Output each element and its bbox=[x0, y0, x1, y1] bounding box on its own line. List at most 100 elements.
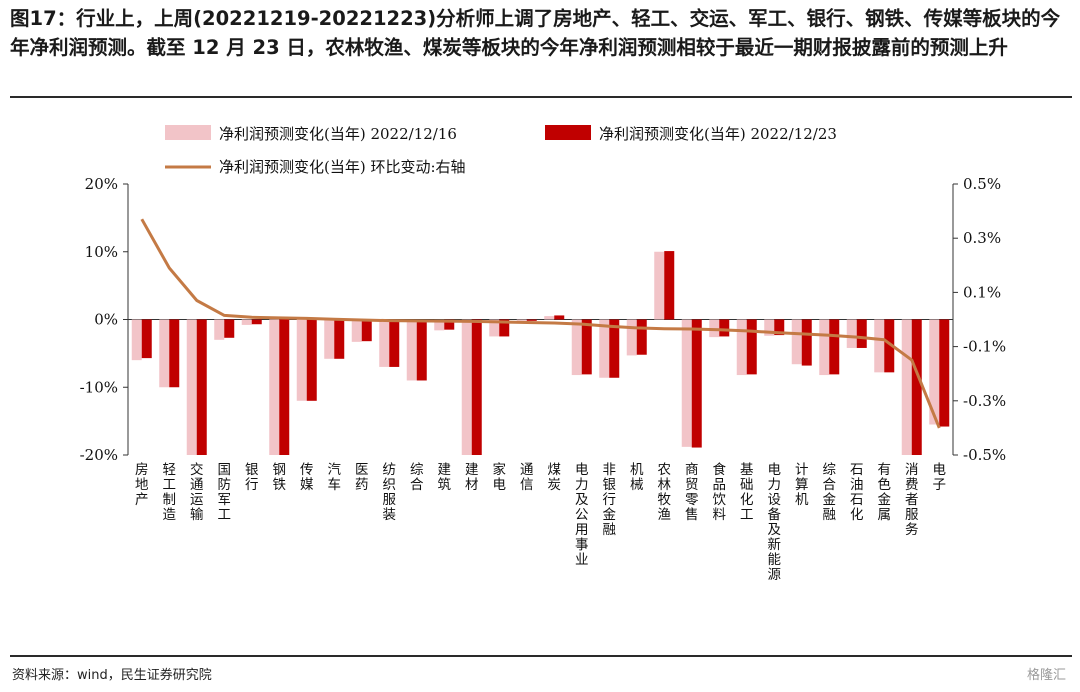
right-tick-label: -0.5% bbox=[963, 446, 1006, 464]
bar-2022-12-23 bbox=[224, 319, 235, 338]
x-tick-label: 有色金属 bbox=[878, 462, 892, 523]
left-tick-label: -20% bbox=[80, 446, 118, 464]
bar-2022-12-23 bbox=[774, 319, 785, 336]
chart-line-series bbox=[140, 218, 941, 429]
source-note: 资料来源：wind，民生证券研究院 bbox=[12, 668, 212, 683]
bar-2022-12-16 bbox=[599, 319, 610, 378]
x-tick-label: 食品饮料 bbox=[713, 461, 727, 523]
right-tick-label: 0.3% bbox=[963, 229, 1001, 247]
x-tick-label: 传媒 bbox=[300, 462, 314, 493]
x-tick-label: 通信 bbox=[520, 462, 534, 493]
x-tick-label: 消费者服务 bbox=[905, 462, 919, 538]
x-tick-label: 基础化工 bbox=[740, 461, 754, 523]
left-tick-label: -10% bbox=[80, 378, 118, 396]
bar-2022-12-16 bbox=[929, 319, 940, 425]
x-tick-label: 电力设备及新能源 bbox=[768, 462, 782, 583]
bar-2022-12-16 bbox=[461, 319, 472, 455]
bar-2022-12-16 bbox=[131, 319, 142, 361]
bar-2022-12-23 bbox=[554, 315, 565, 320]
chart-axes: 20% 10% 0% -10% -20% 0.5% 0.3% 0.1% -0.1% -0.3% -0… bbox=[80, 175, 1007, 464]
x-tick-label: 煤炭 bbox=[548, 462, 562, 493]
bar-2022-12-16 bbox=[159, 319, 170, 388]
bar-2022-12-23 bbox=[196, 319, 207, 455]
bar-2022-12-23 bbox=[526, 319, 537, 321]
bar-2022-12-23 bbox=[691, 319, 702, 448]
bar-2022-12-23 bbox=[444, 319, 455, 330]
bar-2022-12-16 bbox=[874, 319, 885, 373]
right-tick-label: 0.1% bbox=[963, 283, 1001, 301]
bar-2022-12-23 bbox=[471, 319, 482, 455]
watermark-logo: 格隆汇 bbox=[1026, 668, 1066, 683]
bar-2022-12-23 bbox=[334, 319, 345, 359]
x-tick-label: 石油石化 bbox=[850, 462, 864, 523]
x-tick-label: 轻工制造 bbox=[163, 462, 177, 523]
bar-2022-12-16 bbox=[846, 319, 857, 348]
x-tick-label: 综合金融 bbox=[823, 462, 837, 523]
legend-label-line: 净利润预测变化(当年) 环比变动:右轴 bbox=[219, 158, 466, 176]
bar-2022-12-23 bbox=[829, 319, 840, 375]
bar-2022-12-16 bbox=[654, 251, 665, 320]
bar-2022-12-16 bbox=[269, 319, 280, 455]
bar-2022-12-16 bbox=[626, 319, 637, 356]
chart-title: 图17：行业上，上周(20221219-20221223)分析师上调了房地产、轻… bbox=[10, 7, 1061, 59]
bar-2022-12-23 bbox=[389, 319, 400, 367]
bar-2022-12-16 bbox=[351, 319, 362, 342]
bar-2022-12-23 bbox=[746, 319, 757, 375]
left-tick-label: 10% bbox=[85, 243, 118, 261]
bar-2022-12-23 bbox=[939, 319, 950, 427]
bar-2022-12-16 bbox=[681, 319, 692, 447]
x-tick-label: 非银行金融 bbox=[603, 462, 617, 538]
title-divider bbox=[10, 96, 1072, 98]
bar-2022-12-16 bbox=[296, 319, 307, 401]
bar-2022-12-23 bbox=[581, 319, 592, 375]
chart-x-tick-labels: 房地产轻工制造交通运输国防军工银行钢铁传媒汽车医药纺织服装综合建筑建材家电通信煤… bbox=[135, 461, 946, 583]
bar-2022-12-16 bbox=[736, 319, 747, 376]
bar-2022-12-23 bbox=[856, 319, 867, 348]
bar-2022-12-23 bbox=[279, 319, 290, 455]
legend-label-2022-12-23: 净利润预测变化(当年) 2022/12/23 bbox=[599, 125, 837, 143]
bar-2022-12-16 bbox=[379, 319, 390, 367]
left-tick-label: 0% bbox=[94, 311, 118, 329]
x-tick-label: 银行 bbox=[245, 462, 259, 493]
line-mom-change bbox=[140, 218, 941, 429]
x-tick-label: 医药 bbox=[355, 462, 369, 493]
bar-2022-12-16 bbox=[571, 319, 582, 376]
x-tick-label: 综合 bbox=[410, 462, 424, 493]
bar-2022-12-16 bbox=[819, 319, 830, 376]
bar-2022-12-23 bbox=[361, 319, 372, 342]
bar-2022-12-16 bbox=[516, 319, 527, 321]
bar-2022-12-16 bbox=[544, 316, 555, 320]
x-tick-label: 交通运输 bbox=[190, 461, 204, 523]
bar-2022-12-16 bbox=[434, 319, 445, 331]
x-tick-label: 纺织服装 bbox=[383, 462, 397, 523]
x-tick-label: 电力及公用事业 bbox=[575, 462, 589, 568]
bar-2022-12-23 bbox=[141, 319, 152, 359]
bar-2022-12-23 bbox=[416, 319, 427, 381]
bar-2022-12-16 bbox=[324, 319, 335, 359]
x-tick-label: 机械 bbox=[630, 462, 644, 493]
bar-2022-12-16 bbox=[764, 319, 775, 336]
x-tick-label: 农林牧渔 bbox=[658, 462, 672, 523]
bar-2022-12-16 bbox=[214, 319, 225, 340]
legend-swatch-2022-12-23 bbox=[545, 125, 591, 140]
bar-2022-12-23 bbox=[884, 319, 895, 373]
bar-2022-12-23 bbox=[911, 319, 922, 455]
right-tick-label: 0.5% bbox=[963, 175, 1001, 193]
legend-label-2022-12-16: 净利润预测变化(当年) 2022/12/16 bbox=[219, 125, 457, 143]
bar-2022-12-23 bbox=[719, 319, 730, 337]
x-tick-label: 商贸零售 bbox=[685, 462, 699, 523]
x-tick-label: 电子 bbox=[933, 462, 947, 493]
bar-2022-12-23 bbox=[499, 319, 510, 337]
bar-2022-12-23 bbox=[664, 251, 675, 320]
right-tick-label: -0.3% bbox=[963, 392, 1006, 410]
x-tick-label: 建筑 bbox=[438, 462, 452, 493]
bar-2022-12-16 bbox=[186, 319, 197, 455]
x-tick-label: 房地产 bbox=[135, 462, 149, 508]
bar-2022-12-16 bbox=[406, 319, 417, 381]
bar-2022-12-23 bbox=[636, 319, 647, 355]
x-tick-label: 钢铁 bbox=[273, 462, 287, 493]
bar-2022-12-16 bbox=[489, 319, 500, 337]
right-tick-label: -0.1% bbox=[963, 338, 1006, 356]
bar-2022-12-16 bbox=[901, 319, 912, 455]
